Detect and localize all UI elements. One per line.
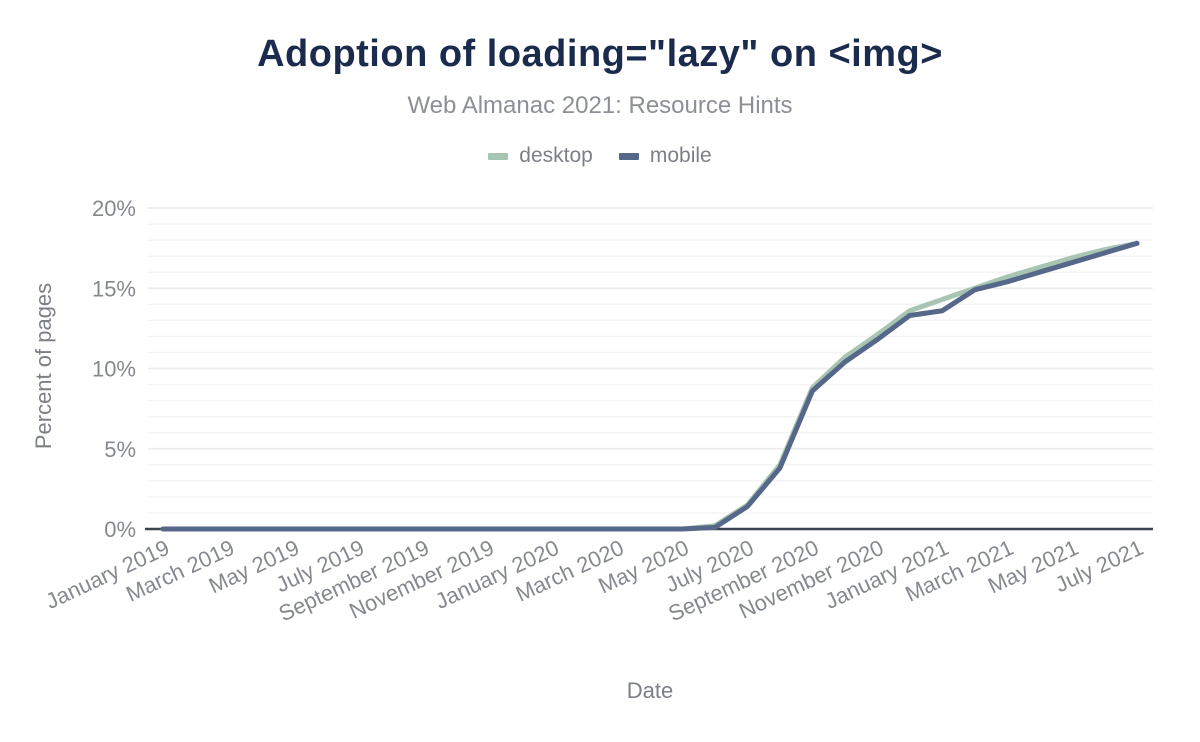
x-axis-title: Date <box>626 678 674 703</box>
legend-item-desktop: desktop <box>488 144 593 168</box>
mobile-line <box>160 240 1140 532</box>
chart-subtitle: Web Almanac 2021: Resource Hints <box>407 92 793 119</box>
desktop-legend-label: desktop <box>519 144 593 167</box>
mobile-legend-swatch <box>618 152 639 160</box>
chart-legend: desktop mobile <box>0 144 1200 168</box>
y-tick-label: 5% <box>104 437 136 462</box>
mobile-legend-label: mobile <box>649 144 712 167</box>
y-axis-title: Percent of pages <box>31 282 56 450</box>
desktop-legend-swatch <box>488 152 509 160</box>
legend-item-mobile: mobile <box>618 144 712 168</box>
y-tick-label: 0% <box>104 517 136 542</box>
y-tick-label: 10% <box>92 357 136 382</box>
y-tick-label: 15% <box>92 276 136 301</box>
chart-title: Adoption of loading="lazy" on <img> <box>257 33 943 75</box>
y-tick-label: 20% <box>92 196 136 221</box>
